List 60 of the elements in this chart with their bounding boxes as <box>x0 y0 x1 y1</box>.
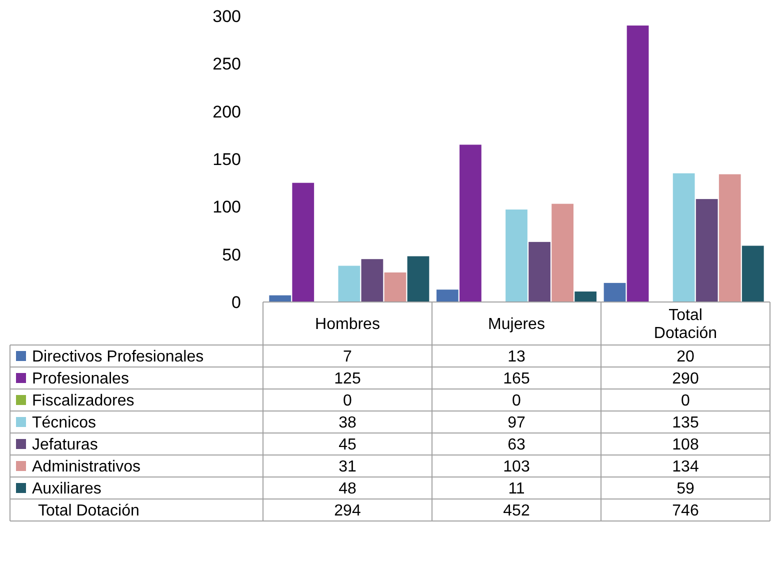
bar <box>552 204 574 302</box>
y-tick-label: 0 <box>232 292 241 312</box>
text: Total Dotación <box>38 502 140 520</box>
data-label: 45 <box>338 436 356 454</box>
x-tick-label: Total Dotación <box>654 307 718 342</box>
data-label: 0 <box>681 392 690 410</box>
data-label: 13 <box>508 348 526 366</box>
bar <box>528 242 550 302</box>
text: 746 <box>672 502 699 520</box>
data-label: 63 <box>508 436 526 454</box>
bar <box>718 174 741 302</box>
text: 294 <box>334 502 361 520</box>
data-label: 11 <box>508 480 525 498</box>
data-label: 0 <box>512 392 522 410</box>
legend-label: Administrativos <box>32 458 140 476</box>
legend-label: Auxiliares <box>32 480 102 498</box>
y-tick-label: 200 <box>212 102 241 122</box>
bar <box>361 259 384 302</box>
y-tick-label: 50 <box>222 245 241 264</box>
y-tick-label: 150 <box>212 150 241 169</box>
bar <box>407 256 430 302</box>
legend-label: Directivos Profesionales <box>32 348 204 366</box>
data-label: 165 <box>503 370 530 388</box>
data-label: 125 <box>334 370 361 388</box>
legend-label: Fiscalizadores <box>32 392 134 410</box>
legend-label: Jefaturas <box>32 436 98 454</box>
legend-label: Técnicos <box>32 414 96 432</box>
bar <box>672 173 695 302</box>
data-label: 38 <box>338 414 356 432</box>
data-label: 59 <box>676 480 694 498</box>
bar <box>269 295 292 302</box>
data-label: 103 <box>503 458 530 476</box>
bar <box>626 26 649 302</box>
data-label: 7 <box>343 348 352 366</box>
bar <box>742 246 764 302</box>
bar <box>460 144 482 302</box>
data-label: 135 <box>672 414 699 432</box>
y-tick-label: 100 <box>212 198 241 217</box>
data-label: 20 <box>676 348 694 366</box>
legend-label: Profesionales <box>32 370 129 388</box>
data-label: 31 <box>338 458 356 476</box>
bar <box>506 210 528 302</box>
x-tick-label: Mujeres <box>488 316 545 334</box>
data-label: 134 <box>672 458 699 476</box>
bar <box>574 292 596 302</box>
data-label: 108 <box>672 436 699 454</box>
y-tick-label: 300 <box>212 6 241 26</box>
x-tick-label: Hombres <box>315 316 380 334</box>
data-label: 290 <box>672 370 699 388</box>
bar <box>696 199 718 302</box>
data-label: 97 <box>508 414 526 432</box>
bar <box>604 282 626 302</box>
bar <box>292 182 314 302</box>
bar <box>384 272 406 302</box>
y-tick-label: 250 <box>212 54 241 74</box>
data-label: 48 <box>338 480 356 498</box>
bar <box>436 290 458 302</box>
text: 452 <box>503 502 530 520</box>
data-label: 0 <box>343 392 352 410</box>
bar <box>338 266 360 302</box>
